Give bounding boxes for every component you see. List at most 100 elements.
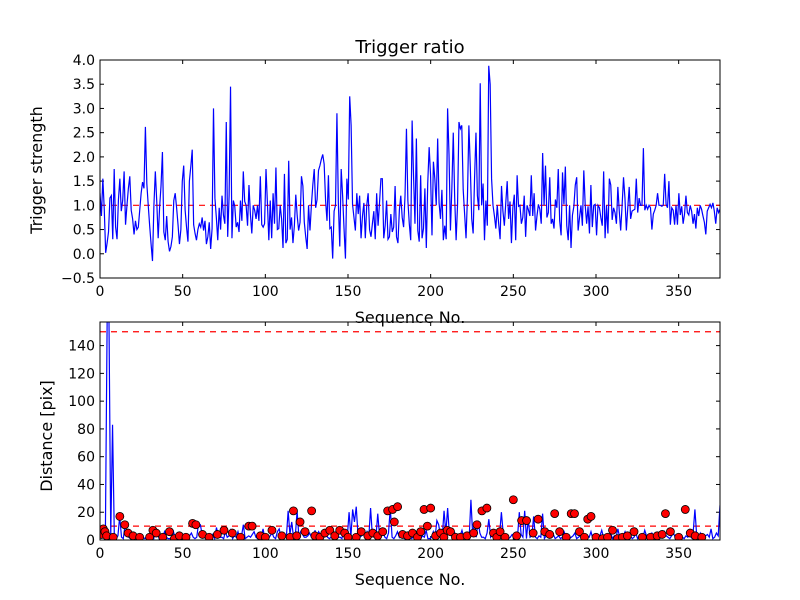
x-tick-label: 100	[252, 284, 279, 300]
data-point-marker	[165, 527, 174, 537]
data-point-marker	[389, 517, 399, 527]
data-point-marker	[561, 532, 571, 540]
trigger-ratio-series	[100, 65, 720, 262]
distance-chart: 0 50 100 150 200 250 300 350020406080100120140 …	[37, 321, 721, 589]
x-tick-label: 0	[96, 546, 105, 562]
data-point-marker	[570, 509, 579, 519]
y-tick-label: 2.0	[73, 150, 95, 166]
data-point-marker	[236, 532, 245, 540]
y-tick-label: 0.5	[73, 223, 95, 239]
data-point-marker	[580, 532, 589, 540]
data-point-marker	[555, 527, 565, 537]
data-point-marker	[158, 532, 168, 540]
data-point-marker	[212, 530, 222, 539]
data-point-marker	[575, 527, 584, 537]
x-tick-label: 350	[665, 546, 692, 562]
trigger-ratio-y-axis-label: Trigger strength	[27, 106, 46, 235]
x-tick-label: 50	[174, 546, 192, 562]
data-point-marker	[219, 525, 229, 535]
distance-x-axis-label: Sequence No.	[355, 570, 466, 589]
y-tick-label: 4.0	[73, 53, 95, 69]
x-tick-label: 350	[665, 284, 692, 300]
y-tick-label: 1.5	[73, 174, 95, 190]
data-point-marker	[115, 511, 125, 521]
data-point-marker	[289, 506, 298, 516]
y-tick-label: 0.0	[73, 247, 95, 263]
distance-markers	[100, 495, 707, 540]
data-point-marker	[472, 520, 482, 530]
data-point-marker	[295, 517, 305, 527]
x-tick-label: 150	[335, 284, 362, 300]
data-point-marker	[586, 511, 596, 521]
y-tick-label: 3.5	[73, 77, 95, 93]
data-point-marker	[325, 525, 335, 535]
data-point-marker	[666, 527, 675, 537]
data-point-marker	[181, 532, 191, 540]
data-point-marker	[356, 527, 366, 537]
data-point-marker	[416, 527, 426, 537]
data-point-marker	[482, 503, 492, 513]
data-point-marker	[500, 532, 510, 540]
data-point-marker	[608, 525, 617, 535]
data-point-marker	[697, 532, 707, 540]
data-point-marker	[508, 495, 518, 505]
trigger-ratio-x-axis-label: Sequence No.	[355, 308, 466, 327]
trigger-ratio-chart: 0 50 100 150 200 250 300 350 −0.5 0.0 0.5 1.0 1.5 2.0…	[27, 37, 721, 327]
data-point-marker	[674, 532, 684, 540]
x-tick-label: 150	[335, 546, 362, 562]
data-point-marker	[545, 530, 555, 539]
y-tick-label: 60	[77, 450, 95, 466]
data-point-marker	[522, 516, 531, 525]
distance-y-axis-label: Distance [pix]	[37, 380, 56, 492]
y-tick-label: 1.0	[73, 198, 95, 214]
data-point-marker	[603, 532, 612, 540]
data-point-marker	[533, 514, 543, 524]
data-point-marker	[550, 509, 560, 519]
data-point-marker	[135, 532, 145, 540]
data-point-marker	[661, 509, 670, 519]
y-tick-label: 100	[68, 394, 95, 410]
x-tick-label: 100	[252, 546, 279, 562]
data-point-marker	[300, 527, 310, 537]
trigger-ratio-tick-labels: 0 50 100 150 200 250 300 350 −0.5 0.0 0.5 1.0 1.5 2.0…	[61, 53, 692, 300]
data-point-marker	[260, 532, 270, 540]
data-point-marker	[108, 532, 118, 540]
data-point-marker	[680, 505, 690, 514]
distance-axes-frame	[99, 321, 721, 541]
data-point-marker	[378, 527, 388, 537]
data-point-marker	[151, 528, 161, 538]
data-point-marker	[439, 532, 449, 540]
y-tick-label: 140	[68, 339, 95, 355]
trigger-ratio-title: Trigger ratio	[354, 37, 464, 58]
data-point-marker	[528, 528, 538, 538]
y-tick-label: −0.5	[61, 271, 95, 287]
data-point-marker	[204, 532, 214, 540]
data-point-marker	[277, 531, 287, 540]
trigger-ratio-axes-frame	[99, 59, 721, 279]
data-point-marker	[657, 530, 667, 539]
y-tick-label: 120	[68, 366, 95, 382]
data-point-marker	[191, 520, 201, 530]
data-point-marker	[247, 521, 257, 531]
data-point-marker	[426, 503, 436, 513]
y-tick-label: 3.0	[73, 101, 95, 117]
data-point-marker	[292, 531, 302, 540]
x-tick-label: 0	[96, 284, 105, 300]
data-point-marker	[512, 531, 522, 540]
data-point-marker	[446, 527, 455, 537]
x-tick-label: 250	[500, 284, 527, 300]
y-tick-label: 2.5	[73, 126, 95, 142]
x-tick-label: 300	[583, 546, 610, 562]
y-tick-label: 40	[77, 477, 95, 493]
y-tick-label: 80	[77, 422, 95, 438]
y-tick-label: 0	[86, 533, 95, 549]
x-tick-label: 300	[583, 284, 610, 300]
data-point-marker	[629, 527, 639, 537]
data-point-marker	[227, 528, 237, 538]
data-point-marker	[393, 502, 403, 512]
data-point-marker	[145, 532, 154, 540]
data-point-marker	[469, 528, 479, 538]
x-tick-label: 200	[417, 284, 444, 300]
